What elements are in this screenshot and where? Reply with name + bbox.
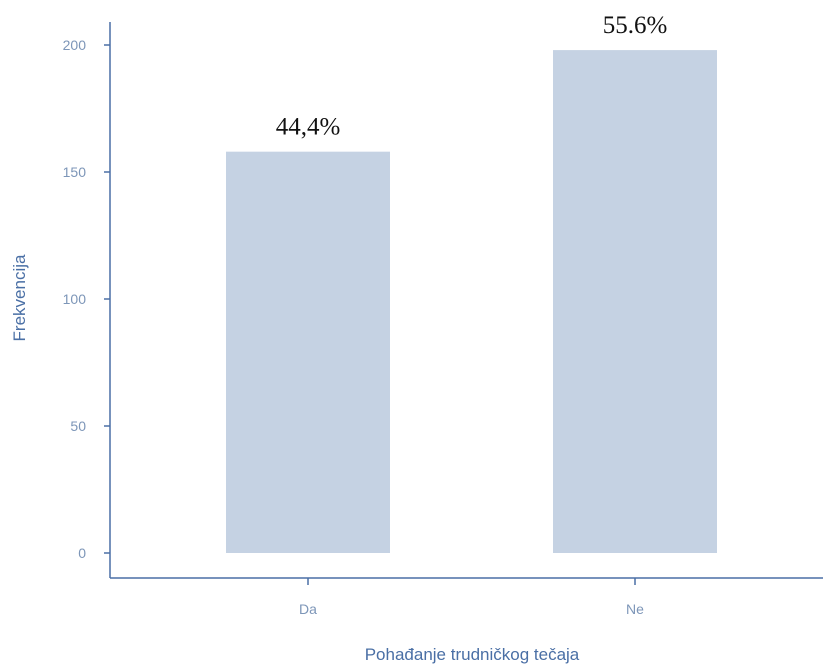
y-axis-ticks: 0 50 100 150 200 (63, 37, 110, 561)
data-label-ne: 55.6% (603, 12, 668, 39)
x-axis-ticks: Da Ne (299, 578, 644, 617)
y-tick-label: 150 (63, 164, 87, 180)
x-axis: Da Ne (110, 577, 823, 617)
x-tick-label-da: Da (299, 601, 317, 617)
bar-ne (553, 50, 717, 554)
bar-da (226, 151, 390, 553)
y-tick-label: 100 (63, 291, 87, 307)
y-tick-label: 50 (70, 418, 86, 434)
bars (226, 50, 717, 554)
data-labels: 44,4% 55.6% (276, 12, 668, 141)
y-tick-label: 200 (63, 37, 87, 53)
x-tick-label-ne: Ne (626, 601, 644, 617)
y-tick-label: 0 (78, 545, 86, 561)
x-axis-title: Pohađanje trudničkog tečaja (365, 645, 580, 664)
data-label-da: 44,4% (276, 114, 341, 141)
y-axis: 0 50 100 150 200 (63, 22, 111, 578)
y-axis-title: Frekvencija (10, 254, 29, 341)
